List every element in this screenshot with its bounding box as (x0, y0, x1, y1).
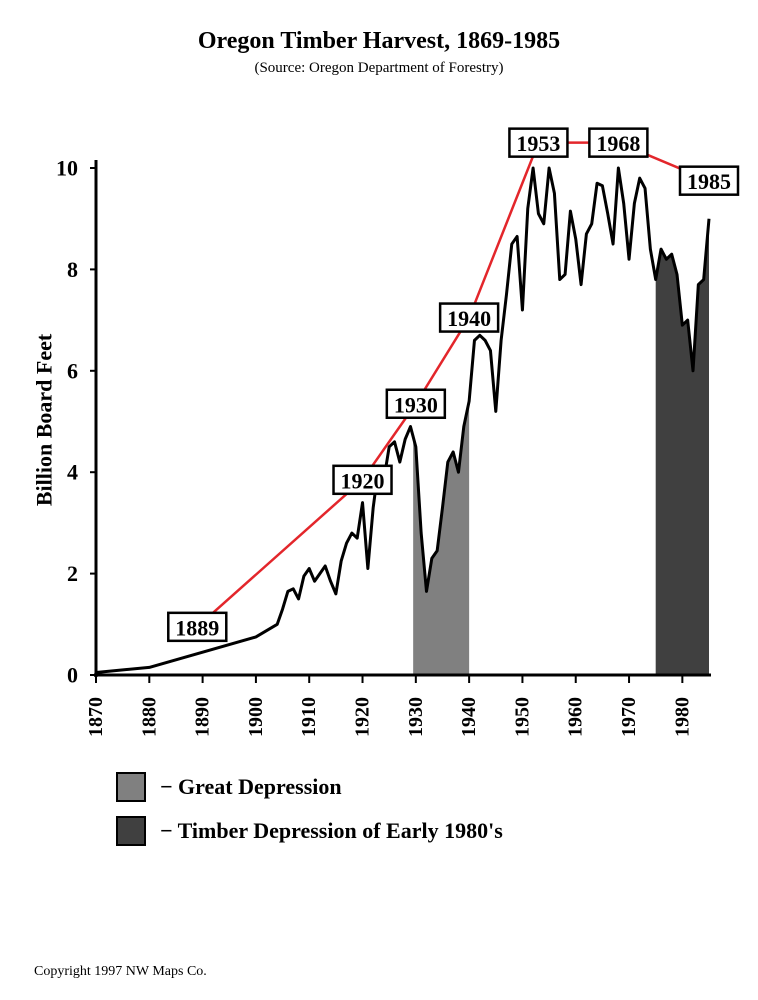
copyright-notice: Copyright 1997 NW Maps Co. (34, 964, 207, 979)
chart-title: Oregon Timber Harvest, 1869-1985 (197, 28, 561, 54)
x-tick-label-1920: 1920 (352, 697, 374, 737)
y-tick-label-0: 0 (67, 663, 78, 688)
y-tick-label-6: 6 (67, 358, 78, 383)
annotation-box-1930 (385, 388, 447, 420)
legend-label-timber-depression: − Timber Depression of Early 1980's (160, 818, 503, 843)
annotation-label-1968: 1968 (596, 131, 640, 156)
x-tick-label-1880: 1880 (138, 697, 160, 737)
x-tick-label-1900: 1900 (245, 697, 267, 737)
great-depression-area (413, 401, 470, 675)
x-tick-label-1890: 1890 (192, 697, 214, 737)
x-tick-label-1870: 1870 (85, 697, 107, 737)
chart-subtitle: (Source: Oregon Department of Forestry) (254, 60, 504, 76)
y-axis-title: Billion Board Feet (32, 333, 57, 506)
x-tick-label-1960: 1960 (565, 697, 587, 737)
timber-depression-area (655, 218, 709, 675)
annotation-box-1940 (438, 302, 500, 333)
annotation-box-1953 (508, 127, 569, 158)
annotation-box-1889 (167, 611, 228, 643)
legend-item-timber-depression: − Timber Depression of Early 1980's (116, 814, 503, 848)
x-tick-label-1950: 1950 (511, 697, 533, 737)
annotation-label-1889: 1889 (175, 615, 219, 640)
legend-label-great-depression: − Great Depression (160, 774, 342, 799)
annotation-box-1968 (588, 127, 649, 158)
y-tick-label-2: 2 (67, 561, 78, 586)
legend-swatch-great-depression (116, 772, 146, 802)
x-tick-label-1980: 1980 (671, 697, 693, 737)
y-tick-label-8: 8 (67, 257, 78, 282)
y-tick-label-4: 4 (67, 460, 78, 485)
x-tick-label-1930: 1930 (405, 697, 427, 737)
x-tick-label-1940: 1940 (458, 697, 480, 737)
annotation-box-1985 (678, 165, 740, 196)
annotation-box-1920 (332, 464, 393, 496)
annotation-label-1953: 1953 (516, 131, 560, 156)
legend-item-great-depression: − Great Depression (116, 770, 342, 804)
legend-swatch-timber-depression (116, 816, 146, 846)
x-tick-label-1970: 1970 (618, 697, 640, 737)
annotation-label-1920: 1920 (341, 468, 385, 493)
harvest-data-line (95, 166, 711, 674)
annotation-label-1985: 1985 (687, 169, 731, 194)
annotation-label-1940: 1940 (447, 306, 491, 331)
annotation-label-1930: 1930 (394, 392, 438, 417)
y-tick-label-10: 10 (56, 156, 78, 181)
x-tick-label-1910: 1910 (298, 697, 320, 737)
